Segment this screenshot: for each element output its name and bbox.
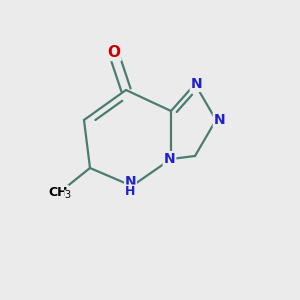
Text: N: N <box>164 152 175 166</box>
Text: H: H <box>125 185 136 198</box>
Text: N: N <box>191 77 202 91</box>
Text: N: N <box>125 175 136 188</box>
Text: O: O <box>107 45 121 60</box>
Text: 3: 3 <box>64 190 70 200</box>
Text: CH: CH <box>49 185 68 199</box>
Text: N: N <box>214 113 225 127</box>
